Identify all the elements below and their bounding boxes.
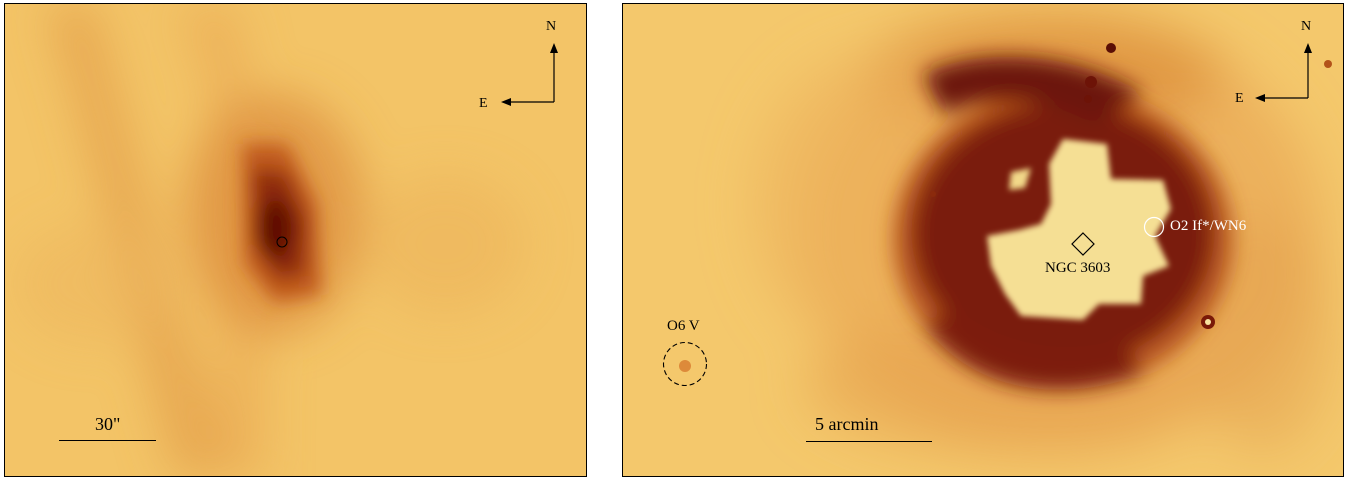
scale-bar-label: 5 arcmin bbox=[815, 414, 879, 434]
east-label: E bbox=[1235, 91, 1244, 106]
scale-bar-label: 30" bbox=[95, 414, 121, 434]
cluster-diamond-marker bbox=[1071, 232, 1095, 256]
north-label: N bbox=[546, 19, 557, 34]
cluster-label: NGC 3603 bbox=[1045, 260, 1111, 276]
compass-arrows-icon bbox=[501, 43, 558, 106]
wide-field-image bbox=[623, 4, 1343, 476]
wr-star-circle-marker bbox=[1143, 216, 1165, 238]
north-label: N bbox=[1301, 19, 1312, 34]
zoom-image bbox=[5, 4, 586, 476]
compass-arrows-icon bbox=[1255, 43, 1312, 102]
scale-bar bbox=[806, 441, 932, 442]
o-star-label: O6 V bbox=[667, 318, 700, 334]
wr-star-label: O2 If*/WN6 bbox=[1170, 218, 1247, 234]
o-star-dashed-circle-marker bbox=[662, 341, 708, 387]
wide-field-image-panel: NGC 3603 O2 If*/WN6 O6 V N E 5 arcmin bbox=[622, 3, 1344, 477]
scale-bar bbox=[59, 440, 156, 441]
zoom-image-panel: N E 30" bbox=[4, 3, 587, 477]
source-marker-circle bbox=[276, 236, 288, 248]
east-label: E bbox=[479, 96, 488, 111]
